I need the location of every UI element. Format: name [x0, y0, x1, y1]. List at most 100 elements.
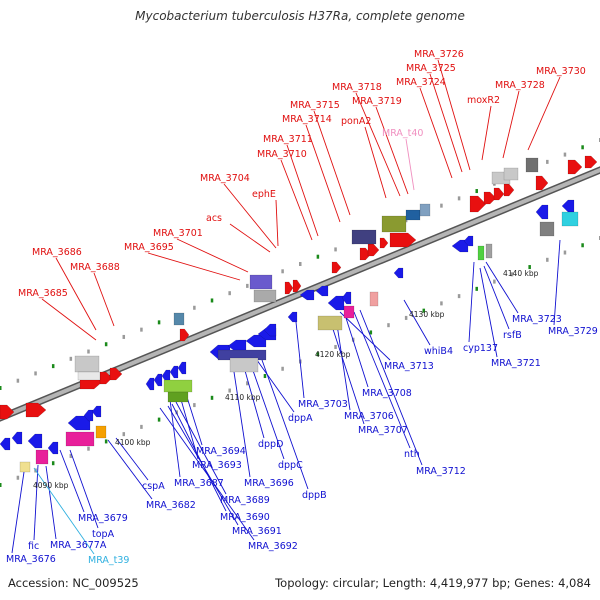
reverse-gene-label: MRA_3721: [491, 358, 541, 369]
reverse-gene-arrow: [177, 361, 187, 375]
feature-box: [477, 245, 485, 261]
reverse-gene-label: MRA_3696: [244, 478, 294, 489]
feature-box: [503, 167, 519, 181]
track-dot: [299, 262, 302, 266]
forward-gene-label: MRA_3730: [536, 66, 586, 77]
forward-gene-label: MRA_3728: [495, 80, 545, 91]
reverse-gene-arrow: [263, 323, 277, 337]
track-dot: [546, 257, 549, 262]
leader-line: [11, 471, 25, 554]
leader-line: [176, 238, 249, 273]
reverse-gene-label: cyp137: [463, 343, 498, 354]
track-dot: [281, 366, 284, 371]
reverse-gene-label: MRA_t39: [88, 555, 129, 566]
track-dot: [246, 283, 249, 288]
track-dot: [493, 279, 496, 284]
track-dot: [228, 291, 231, 296]
reverse-gene-label: MRA_3692: [248, 541, 298, 552]
track-dot: [546, 159, 549, 164]
reverse-gene-label: MRA_3708: [362, 388, 412, 399]
leader-line: [59, 449, 85, 513]
forward-gene-label: ephE: [252, 189, 276, 200]
leader-line: [305, 124, 341, 223]
reverse-gene-label: nth: [404, 449, 420, 460]
leader-line: [405, 138, 415, 191]
reverse-gene-arrow: [463, 235, 474, 247]
reverse-gene-arrow: [27, 433, 43, 449]
feature-box: [65, 431, 95, 447]
reverse-gene-label: fic: [28, 541, 39, 552]
leader-line: [527, 76, 561, 151]
leader-line: [481, 105, 492, 161]
forward-gene-label: MRA_3710: [257, 149, 307, 160]
reverse-gene-label: MRA_3703: [298, 399, 348, 410]
leader-line: [483, 265, 510, 330]
forward-gene-arrow: [503, 183, 515, 197]
feature-box: [343, 305, 355, 319]
leader-line: [93, 272, 115, 327]
reverse-gene-label: MRA_3713: [384, 361, 434, 372]
reverse-gene-label: MRA_3693: [192, 460, 242, 471]
feature-box: [19, 461, 31, 473]
leader-line: [55, 257, 97, 331]
feature-box: [253, 289, 277, 303]
track-dot: [475, 189, 478, 194]
track-dot: [404, 218, 408, 223]
track-dot: [193, 403, 196, 408]
reverse-gene-label: MRA_3679: [78, 513, 128, 524]
feature-box: [381, 215, 407, 233]
leader-line: [223, 183, 277, 249]
track-dot: [140, 327, 143, 332]
forward-gene-label: MRA_3688: [70, 262, 120, 273]
leader-line: [355, 92, 401, 197]
leader-line: [353, 311, 411, 449]
reverse-gene-label: topA: [92, 529, 115, 540]
forward-gene-arrow: [292, 279, 302, 293]
reverse-gene-label: cspA: [142, 481, 165, 492]
tick-label: 4090 kbp: [33, 481, 69, 490]
leader-line: [115, 437, 149, 481]
forward-gene-arrow: [389, 232, 417, 248]
reverse-gene-label: rsfB: [503, 330, 522, 341]
forward-gene-label: MRA_3695: [124, 242, 174, 253]
track-dot: [457, 294, 461, 299]
feature-box: [229, 357, 259, 373]
reverse-gene-label: MRA_3682: [146, 500, 196, 511]
track-dot: [87, 446, 90, 451]
feature-box: [419, 203, 431, 217]
track-dot: [581, 145, 584, 150]
feature-box: [369, 291, 379, 307]
forward-gene-label: MRA_t40: [382, 128, 423, 139]
leader-line: [69, 449, 99, 529]
tick-label: 4100 kbp: [115, 438, 151, 447]
track-dot: [510, 272, 514, 277]
forward-gene-arrow: [379, 237, 389, 249]
leader-line: [275, 199, 279, 247]
feature-box: [167, 391, 189, 403]
reverse-gene-label: MRA_3690: [220, 512, 270, 523]
track-dot: [334, 344, 337, 349]
track-dot: [263, 374, 267, 379]
forward-gene-arrow: [331, 261, 342, 274]
genome-summary-text: Topology: circular; Length: 4,419,977 bp…: [275, 576, 591, 590]
feature-box: [249, 274, 273, 290]
track-dot: [228, 388, 231, 393]
track-dot: [0, 386, 2, 390]
accession-text: Accession: NC_009525: [8, 576, 139, 590]
leader-line: [485, 261, 519, 314]
tick-label: 4120 kbp: [315, 350, 351, 359]
leader-line: [241, 359, 265, 439]
reverse-gene-label: MRA_3706: [344, 411, 394, 422]
forward-gene-label: MRA_3714: [282, 114, 332, 125]
track-dot: [457, 196, 461, 201]
forward-gene-arrow: [284, 281, 294, 295]
forward-gene-arrow: [493, 187, 505, 201]
feature-box: [35, 449, 49, 465]
forward-gene-arrow: [567, 159, 583, 175]
track-dot: [581, 243, 584, 248]
reverse-gene-arrow: [47, 441, 59, 455]
track-dot: [157, 320, 161, 325]
leader-line: [345, 317, 369, 388]
forward-gene-label: MRA_3724: [396, 77, 446, 88]
